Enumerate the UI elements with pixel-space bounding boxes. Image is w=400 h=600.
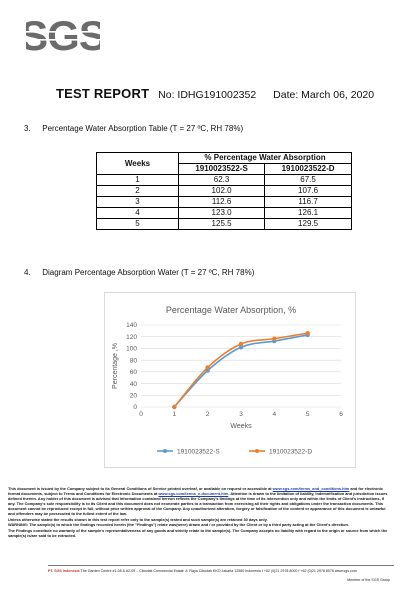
s-value-cell: 125.5 (177, 218, 266, 230)
data-point (238, 345, 244, 350)
absorption-chart: Percentage Water Absorption, % 0 20 40 60 80 1… (104, 292, 356, 468)
s-value-cell: 102.0 (177, 185, 266, 197)
disclaimer-text: and for electronic format documents, sub… (8, 486, 384, 496)
x-tick-label: 6 (339, 411, 343, 418)
week-cell: 1 (96, 174, 179, 186)
section-title: Diagram Percentage Absorption Water (T =… (42, 268, 255, 277)
disclaimer-text: Attention is drawn to the limitation of … (8, 491, 388, 516)
table-row: 4 123.0 126.1 (96, 207, 352, 219)
data-point (238, 341, 244, 347)
report-date: Date: March 06, 2020 (273, 89, 375, 101)
x-tick-label: 1 (173, 411, 177, 418)
data-point (272, 336, 277, 341)
s-value-cell: 112.6 (177, 196, 266, 208)
x-tick-label: 4 (273, 411, 277, 418)
d-value-cell: 126.1 (264, 207, 352, 219)
d-value-cell: 67.5 (264, 174, 352, 186)
y-tick-label: 120 (126, 334, 137, 341)
terms-link[interactable]: www.sgs.com/terms_and_conditions.htm (272, 486, 350, 491)
data-point (305, 330, 310, 336)
legend-label: 1910023522-S (177, 448, 220, 455)
sgs-logo: SGS (26, 12, 100, 56)
footer-brand: PT. SGS Indonesia (48, 569, 80, 573)
y-tick-label: 80 (130, 357, 138, 364)
svg-text:SGS: SGS (26, 12, 100, 56)
x-tick-label: 0 (139, 411, 143, 418)
group-header: % Percentage Water Absorption (178, 152, 352, 164)
table-row: 3 112.6 116.7 (96, 196, 352, 208)
column-header-d: 1910023522-D (264, 163, 352, 175)
x-tick-label: 2 (206, 411, 210, 418)
d-value-cell: 116.7 (264, 196, 352, 208)
y-tick-label: 0 (133, 404, 137, 411)
footer-address: The Garden Centre #1-08 & #2-09 – Ciboda… (80, 569, 357, 573)
absorption-table: Weeks % Percentage Water Absorption 1910… (96, 152, 352, 230)
legend-marker (255, 449, 259, 453)
s-value-cell: 62.3 (177, 174, 266, 186)
week-cell: 3 (96, 196, 179, 208)
disclaimer-warning: WARNING: The sample(s) to which the find… (8, 522, 349, 528)
y-tick-label: 140 (126, 322, 137, 329)
section-4-heading: 4. Diagram Percentage Absorption Water (… (24, 268, 254, 277)
chart-svg: Percentage Water Absorption, %0204060801… (112, 305, 343, 455)
member-of-group: Member of the SGS Group (347, 578, 390, 582)
x-axis-label: Weeks (230, 423, 252, 430)
e-document-terms-link[interactable]: www.sgs.com/terms_e-document.htm (158, 491, 229, 496)
y-axis-label: Percentage ,% (112, 343, 119, 389)
y-tick-label: 60 (130, 369, 138, 376)
data-point (205, 365, 210, 370)
section-title: Percentage Water Absorption Table (T = 2… (42, 124, 244, 133)
disclaimer-paragraph: Unless otherwise stated the results show… (8, 516, 268, 522)
y-tick-label: 20 (130, 392, 138, 399)
weeks-header: Weeks (96, 152, 179, 175)
x-tick-label: 5 (306, 411, 310, 418)
section-number: 4. (24, 268, 31, 277)
table-row: 2 102.0 107.6 (96, 185, 352, 197)
report-title: TEST REPORT (56, 86, 150, 101)
y-tick-label: 100 (126, 346, 137, 353)
report-number: No: IDHG191002352 (158, 89, 257, 101)
d-value-cell: 129.5 (264, 218, 352, 230)
section-number: 3. (24, 124, 31, 133)
column-header-s: 1910023522-S (177, 163, 266, 175)
d-value-cell: 107.6 (264, 185, 352, 197)
x-tick-label: 3 (239, 411, 243, 418)
disclaimer-paragraph: The Findings constitute no warranty of t… (8, 527, 388, 538)
disclaimer-paragraph: This document is issued by the Company s… (8, 486, 388, 516)
disclaimer: This document is issued by the Company s… (8, 486, 392, 538)
legend-marker (163, 449, 167, 453)
week-cell: 4 (96, 207, 179, 219)
chart-title: Percentage Water Absorption, % (166, 305, 296, 315)
legend-label: 1910023522-D (269, 448, 312, 455)
report-heading: TEST REPORT No: IDHG191002352 Date: Marc… (56, 86, 374, 101)
s-value-cell: 123.0 (177, 207, 266, 219)
footer: PT. SGS Indonesia The Garden Centre #1-0… (48, 565, 394, 573)
table-row: 1 62.3 67.5 (96, 174, 352, 186)
table-header-row: Weeks % Percentage Water Absorption (96, 152, 352, 175)
data-point (172, 404, 177, 410)
table-subheader-row: 1910023522-S 1910023522-D (97, 163, 352, 175)
table-row: 5 125.5 129.5 (96, 218, 352, 230)
week-cell: 2 (96, 185, 179, 197)
week-cell: 5 (96, 218, 179, 230)
disclaimer-text: This document is issued by the Company s… (8, 486, 272, 491)
section-3-heading: 3. Percentage Water Absorption Table (T … (24, 124, 243, 133)
y-tick-label: 40 (130, 381, 138, 388)
